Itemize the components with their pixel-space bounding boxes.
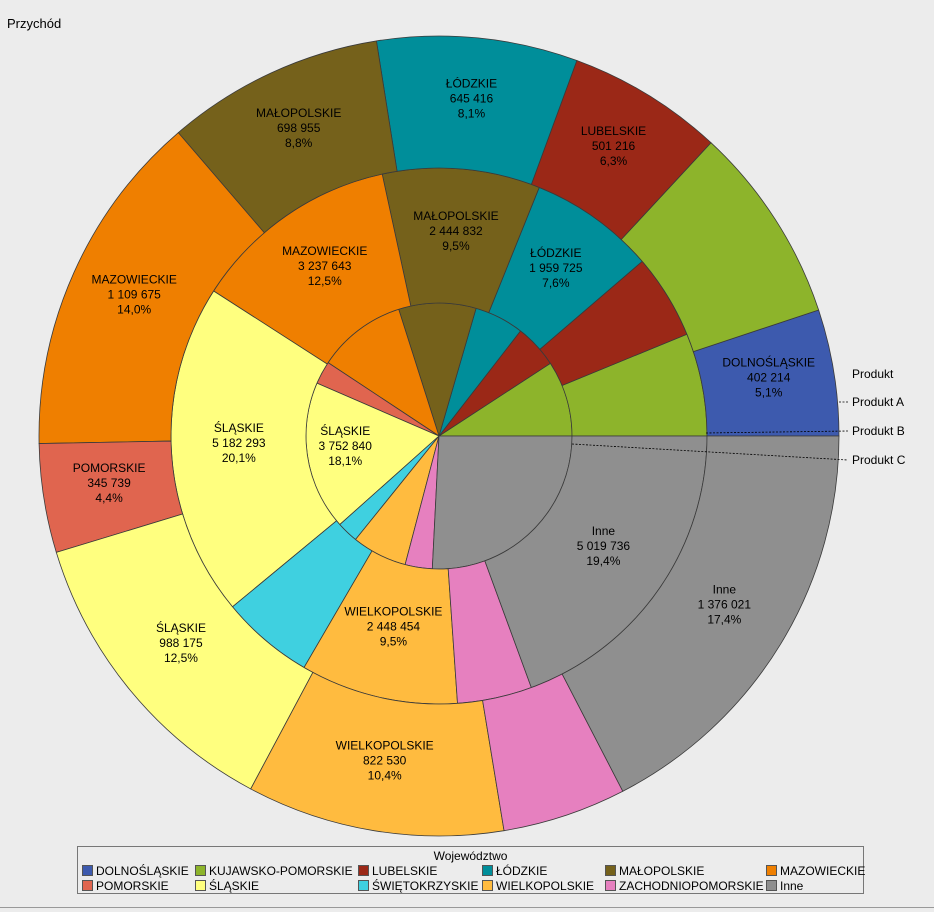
data-label-produkt-c-mazowieckie: MAZOWIECKIE 1 109 675 14,0% [91,273,176,317]
chart-title: Przychód [7,16,62,31]
legend-item-lodzkie: ŁÓDZKIE [482,864,547,878]
legend-item-swietokrzyskie: ŚWIĘTOKRZYSKIE [358,879,478,893]
data-label-produkt-b-malopolskie: MAŁOPOLSKIE 2 444 832 9,5% [413,209,498,253]
legend-item-mazowieckie: MAZOWIECKIE [766,864,865,878]
ring-legend-entry-produkt-a: Produkt A [852,395,904,409]
legend-label-swietokrzyskie: ŚWIĘTOKRZYSKIE [372,879,479,893]
legend-label-lubelskie: LUBELSKIE [372,864,438,878]
legend-swatch-kujawsko-pomorskie [195,865,206,876]
data-label-produkt-c-slaskie: ŚLĄSKIE 988 175 12,5% [156,620,206,665]
ring-produkt-c [38,35,840,837]
legend-swatch-inne [766,880,777,891]
legend-item-malopolskie: MAŁOPOLSKIE [605,864,704,878]
legend-item-pomorskie: POMORSKIE [82,879,169,893]
donut-chart: ŚLĄSKIE 3 752 840 18,1% ŁÓDZKIE 1 959 725 7,6… [38,35,906,837]
ring-produkt-a [305,302,573,570]
legend-label-kujawsko-pomorskie: KUJAWSKO-POMORSKIE [209,864,353,878]
legend-label-inne: Inne [780,879,804,893]
legend-item-slaskie: ŚLĄSKIE [195,879,259,893]
data-label-produkt-c-lodzkie: ŁÓDZKIE 645 416 8,1% [446,76,497,121]
bottom-divider [0,907,934,908]
data-label-produkt-c-inne: Inne 1 376 021 17,4% [698,583,752,627]
data-label-produkt-b-wielkopolskie: WIELKOPOLSKIE 2 448 454 9,5% [344,604,442,648]
data-label-produkt-c-lubelskie: LUBELSKIE 501 216 6,3% [581,124,646,168]
legend-swatch-lubelskie [358,865,369,876]
legend-label-slaskie: ŚLĄSKIE [209,879,260,893]
ring-legend-leader-produkt-c [571,443,849,461]
legend-swatch-slaskie [195,880,206,891]
legend-swatch-dolnoslaskie [82,865,93,876]
data-label-produkt-a-slaskie: ŚLĄSKIE 3 752 840 18,1% [319,423,373,468]
legend-label-wielkopolskie: WIELKOPOLSKIE [496,879,595,893]
legend-item-wielkopolskie: WIELKOPOLSKIE [482,879,594,893]
legend-label-mazowieckie: MAZOWIECKIE [780,864,866,878]
legend-swatch-swietokrzyskie [358,880,369,891]
data-label-produkt-b-slaskie: ŚLĄSKIE 5 182 293 20,1% [212,420,266,465]
legend-item-dolnoslaskie: DOLNOŚLĄSKIE [82,864,189,878]
legend-label-malopolskie: MAŁOPOLSKIE [619,864,705,878]
legend-swatch-mazowieckie [766,865,777,876]
ring-legend-title: Produkt [852,367,894,381]
legend-item-zachodniopomorskie: ZACHODNIOPOMORSKIE [605,879,764,893]
legend-swatch-pomorskie [82,880,93,891]
data-label-produkt-c-pomorskie: POMORSKIE 345 739 4,4% [73,461,146,505]
legend-swatch-lodzkie [482,865,493,876]
legend-label-zachodniopomorskie: ZACHODNIOPOMORSKIE [619,879,764,893]
legend-swatch-malopolskie [605,865,616,876]
data-label-produkt-c-malopolskie: MAŁOPOLSKIE 698 955 8,8% [256,106,341,150]
legend-label-lodzkie: ŁÓDZKIE [496,864,548,878]
legend-label-dolnoslaskie: DOLNOŚLĄSKIE [96,864,189,878]
data-label-produkt-b-lodzkie: ŁÓDZKIE 1 959 725 7,6% [529,245,583,290]
legend-item-inne: Inne [766,879,803,893]
ring-legend-leader-produkt-b [705,430,849,434]
data-label-produkt-c-dolnoslaskie: DOLNOŚLĄSKIE 402 214 5,1% [722,355,815,400]
legend-item-kujawsko-pomorskie: KUJAWSKO-POMORSKIE [195,864,353,878]
legend-swatch-wielkopolskie [482,880,493,891]
data-label-produkt-b-mazowieckie: MAZOWIECKIE 3 237 643 12,5% [282,244,367,288]
ring-produkt-b [170,167,708,705]
ring-legend-entry-produkt-b: Produkt B [852,424,905,438]
legend-title: Województwo [433,849,508,863]
data-label-produkt-c-wielkopolskie: WIELKOPOLSKIE 822 530 10,4% [336,739,434,783]
data-label-produkt-b-inne: Inne 5 019 736 19,4% [577,524,631,568]
legend: Województwo DOLNOŚLĄSKIE KUJAWSKO-POMORSK… [77,846,865,894]
ring-legend-entry-produkt-c: Produkt C [852,453,906,467]
legend-item-lubelskie: LUBELSKIE [358,864,437,878]
legend-label-pomorskie: POMORSKIE [96,879,169,893]
legend-swatch-zachodniopomorskie [605,880,616,891]
slice-produkt-c-inne [561,435,840,792]
